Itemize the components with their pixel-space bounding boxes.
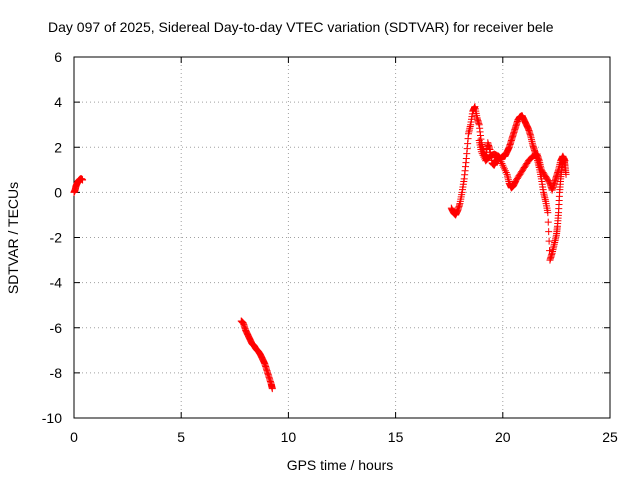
- x-axis-label: GPS time / hours: [287, 457, 394, 473]
- y-tick-label: 0: [54, 184, 62, 200]
- data-point: [477, 148, 485, 156]
- y-tick-label: -4: [50, 275, 63, 291]
- chart-title: Day 097 of 2025, Sidereal Day-to-day VTE…: [48, 19, 554, 35]
- data-point: [545, 228, 553, 236]
- y-tick-label: -8: [50, 365, 63, 381]
- y-tick-label: -2: [50, 230, 63, 246]
- data-point: [79, 176, 87, 184]
- data-point: [544, 218, 552, 226]
- y-tick-label: 6: [54, 49, 62, 65]
- data-point: [562, 170, 570, 178]
- data-points: [70, 103, 570, 393]
- data-point: [544, 209, 552, 217]
- x-tick-label: 25: [602, 429, 618, 445]
- y-tick-label: -10: [42, 410, 62, 426]
- data-point: [499, 161, 507, 169]
- axis-ticks: 0 5 10 15 20 25 -10 -8 -6 -4 -2 0 2 4 6: [42, 49, 618, 445]
- y-tick-label: 4: [54, 94, 62, 110]
- x-tick-label: 5: [177, 429, 185, 445]
- data-point: [495, 154, 503, 162]
- x-tick-label: 20: [495, 429, 511, 445]
- data-point: [268, 385, 276, 393]
- data-point: [501, 167, 509, 175]
- data-point: [478, 150, 486, 158]
- data-point: [502, 169, 510, 177]
- y-tick-label: -6: [50, 320, 63, 336]
- data-point: [498, 159, 506, 167]
- data-point: [561, 157, 569, 165]
- data-point: [500, 163, 508, 171]
- y-axis-label: SDTVAR / TECUs: [5, 182, 21, 294]
- grid-lines: [74, 57, 610, 418]
- data-point: [545, 237, 553, 245]
- data-point: [501, 165, 509, 173]
- x-tick-label: 0: [70, 429, 78, 445]
- data-point: [495, 152, 503, 160]
- data-point: [496, 156, 504, 164]
- data-point: [497, 158, 505, 166]
- y-tick-label: 2: [54, 139, 62, 155]
- data-point: [479, 151, 487, 159]
- x-tick-label: 15: [388, 429, 404, 445]
- x-tick-label: 10: [281, 429, 297, 445]
